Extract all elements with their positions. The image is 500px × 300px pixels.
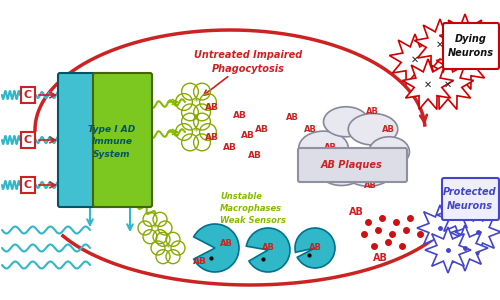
- Text: *: *: [153, 224, 157, 232]
- Ellipse shape: [324, 107, 368, 137]
- Ellipse shape: [369, 137, 410, 167]
- Text: Untreated Impaired
Phagocytosis: Untreated Impaired Phagocytosis: [194, 50, 302, 74]
- Polygon shape: [437, 192, 483, 238]
- Ellipse shape: [319, 155, 364, 185]
- Text: AB: AB: [382, 173, 394, 182]
- Polygon shape: [455, 209, 500, 255]
- Text: AB: AB: [386, 155, 398, 164]
- Polygon shape: [417, 205, 463, 251]
- FancyBboxPatch shape: [442, 178, 499, 220]
- Text: AB: AB: [223, 143, 237, 152]
- Text: *: *: [194, 97, 198, 107]
- Text: AB: AB: [220, 239, 232, 248]
- Text: C: C: [24, 180, 32, 190]
- Text: AB: AB: [193, 257, 207, 266]
- Text: Dying
Neurons: Dying Neurons: [448, 34, 494, 58]
- Polygon shape: [422, 59, 474, 110]
- Wedge shape: [295, 228, 335, 268]
- Text: *: *: [194, 127, 198, 137]
- Text: AB: AB: [205, 134, 219, 142]
- Text: Protected
Neurons: Protected Neurons: [443, 188, 497, 211]
- Ellipse shape: [344, 155, 393, 186]
- Text: AB: AB: [304, 125, 316, 134]
- Text: ✕: ✕: [444, 80, 452, 90]
- Text: AB: AB: [382, 125, 394, 134]
- Text: AB: AB: [308, 244, 322, 253]
- Polygon shape: [425, 227, 471, 273]
- Text: AB: AB: [205, 103, 219, 112]
- Text: AB: AB: [372, 253, 388, 263]
- Ellipse shape: [348, 113, 398, 145]
- Text: AB: AB: [233, 110, 247, 119]
- FancyBboxPatch shape: [298, 148, 407, 182]
- Text: ✕: ✕: [458, 60, 466, 70]
- Polygon shape: [390, 34, 440, 84]
- Polygon shape: [442, 225, 488, 271]
- Text: Type I AD
Immune
System: Type I AD Immune System: [88, 125, 136, 159]
- Polygon shape: [440, 14, 490, 64]
- FancyBboxPatch shape: [443, 23, 499, 69]
- Text: ✕: ✕: [436, 40, 444, 50]
- Text: AB: AB: [324, 167, 336, 176]
- Polygon shape: [436, 39, 488, 89]
- Text: C: C: [24, 90, 32, 100]
- Ellipse shape: [299, 131, 348, 165]
- Text: AB: AB: [255, 125, 269, 134]
- FancyBboxPatch shape: [93, 73, 152, 207]
- Text: AB: AB: [366, 107, 378, 116]
- Text: AB: AB: [286, 113, 298, 122]
- Text: AB: AB: [364, 181, 376, 190]
- Text: AB Plaques: AB Plaques: [321, 160, 383, 170]
- Text: ✕: ✕: [411, 55, 419, 65]
- FancyBboxPatch shape: [58, 73, 112, 207]
- Polygon shape: [414, 19, 466, 69]
- Wedge shape: [194, 224, 239, 272]
- Text: Unstable
Macrophases
Weak Sensors: Unstable Macrophases Weak Sensors: [220, 192, 286, 225]
- Polygon shape: [402, 59, 454, 110]
- Text: ✕: ✕: [461, 35, 469, 45]
- Text: AB: AB: [348, 207, 364, 217]
- Text: ✕: ✕: [424, 80, 432, 90]
- Text: AB: AB: [248, 151, 262, 160]
- Text: C: C: [24, 135, 32, 145]
- Text: AB: AB: [262, 244, 274, 253]
- Text: AB: AB: [306, 176, 318, 184]
- Text: AB: AB: [241, 130, 255, 140]
- Text: *: *: [166, 244, 170, 253]
- Wedge shape: [246, 228, 290, 272]
- Text: AB: AB: [324, 143, 336, 152]
